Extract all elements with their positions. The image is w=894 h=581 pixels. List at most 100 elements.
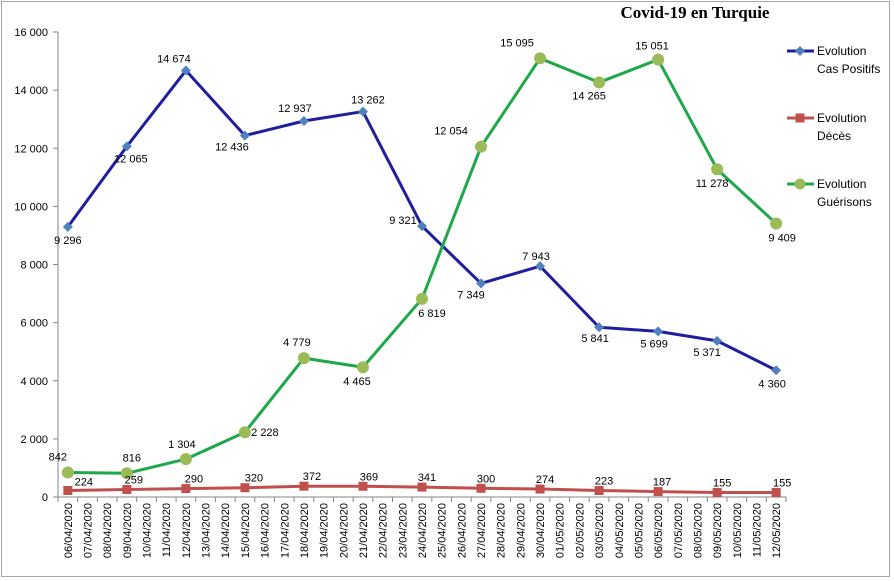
data-point [239,130,250,141]
data-point [417,482,427,492]
data-point [771,487,781,497]
series-line [67,56,778,475]
y-tick-label: 10 000 [14,201,48,213]
data-label: 11 278 [696,178,729,190]
x-tick-label: 14/04/2020 [220,503,232,558]
x-tick-label: 13/04/2020 [201,503,213,558]
data-point [61,466,74,479]
data-label: 4 779 [283,337,311,349]
data-label: 5 841 [581,333,609,345]
x-tick-label: 20/04/2020 [338,503,350,558]
data-point [535,484,545,494]
data-point [358,481,368,491]
data-point [120,467,133,480]
data-point [712,487,722,497]
data-label: 155 [713,477,731,489]
data-point [476,278,487,289]
data-label: 9 321 [389,215,417,227]
data-point [297,352,310,365]
data-label: 290 [185,474,203,486]
x-tick-label: 03/05/2020 [594,503,606,558]
data-point [122,484,132,494]
legend-marker [795,113,805,123]
data-point [179,453,192,466]
series-layer [61,52,783,497]
legend-label: Décès [817,129,851,143]
x-tick-label: 28/04/2020 [496,503,508,558]
legend-marker [794,178,806,190]
data-label: 259 [125,474,143,486]
data-label: 4 360 [758,378,786,390]
legend: Evolution Cas Positifs Evolution Décès Evolu… [787,44,880,209]
data-point [356,361,369,374]
data-label: 12 937 [278,103,312,115]
x-tick-label: 16/04/2020 [260,503,272,558]
legend-marker [795,46,805,56]
x-tick-label: 06/04/2020 [63,503,75,558]
x-tick-label: 26/04/2020 [456,503,468,558]
data-point [121,141,132,152]
data-point [593,76,606,89]
data-label: 816 [123,452,141,464]
y-tick-label: 2 000 [20,434,48,446]
data-label: 7 943 [522,251,550,263]
legend-label: Evolution [817,111,866,125]
x-tick-label: 10/04/2020 [142,503,154,558]
data-label: 341 [418,472,436,484]
x-tick-label: 08/05/2020 [692,503,704,558]
data-label: 320 [245,473,263,485]
data-point [771,365,782,376]
data-label: 14 265 [572,90,606,102]
x-tick-label: 29/04/2020 [515,503,527,558]
data-label: 369 [360,471,378,483]
x-tick-label: 10/05/2020 [732,503,744,558]
x-tick-label: 02/05/2020 [574,503,586,558]
data-label: 300 [477,473,495,485]
series-line [66,69,777,372]
y-tick-label: 16 000 [14,27,48,39]
data-point [652,53,665,66]
y-tick-label: 12 000 [14,143,48,155]
x-tick-label: 19/04/2020 [319,503,331,558]
data-point [653,326,664,337]
data-point [653,487,663,497]
data-label: 7 349 [457,289,485,301]
x-tick-label: 01/05/2020 [555,503,567,558]
data-label: 5 699 [640,338,668,350]
x-tick-label: 07/04/2020 [83,503,95,558]
data-label: 12 436 [215,142,249,154]
x-tick-label: 12/05/2020 [771,503,783,558]
x-tick-label: 18/04/2020 [299,503,311,558]
data-point [711,163,724,176]
data-label: 274 [536,474,554,486]
data-labels: 9 296 12 065 14 674 12 436 12 937 13 262 9 321… [49,37,796,489]
data-point [594,486,604,496]
x-tick-label: 24/04/2020 [417,503,429,558]
data-label: 842 [49,452,67,464]
x-tick-label: 07/05/2020 [673,503,685,558]
data-point [416,292,428,305]
data-point [63,485,73,495]
data-point [417,221,427,232]
x-tick-label: 23/04/2020 [397,503,409,558]
legend-label: Evolution [817,44,866,58]
data-label: 14 674 [157,54,191,66]
y-tick-label: 0 [42,492,48,504]
x-tick-label: 22/04/2020 [378,503,390,558]
data-point [357,106,368,117]
x-tick-label: 11/04/2020 [161,503,173,557]
y-tick-label: 4 000 [20,376,48,388]
data-label: 372 [303,471,321,483]
data-point [298,116,309,127]
data-point [238,426,251,439]
data-label: 5 371 [693,347,721,359]
x-tick-label: 15/04/2020 [240,503,252,558]
axes: 0 2 000 4 000 6 000 8 000 10 000 12 000 14 000 1… [14,27,787,558]
y-tick-label: 14 000 [14,85,48,97]
x-tick-label: 27/04/2020 [476,503,488,558]
data-label: 155 [773,477,791,489]
data-label: 2 228 [251,427,279,439]
x-tick-label: 05/05/2020 [633,503,645,558]
